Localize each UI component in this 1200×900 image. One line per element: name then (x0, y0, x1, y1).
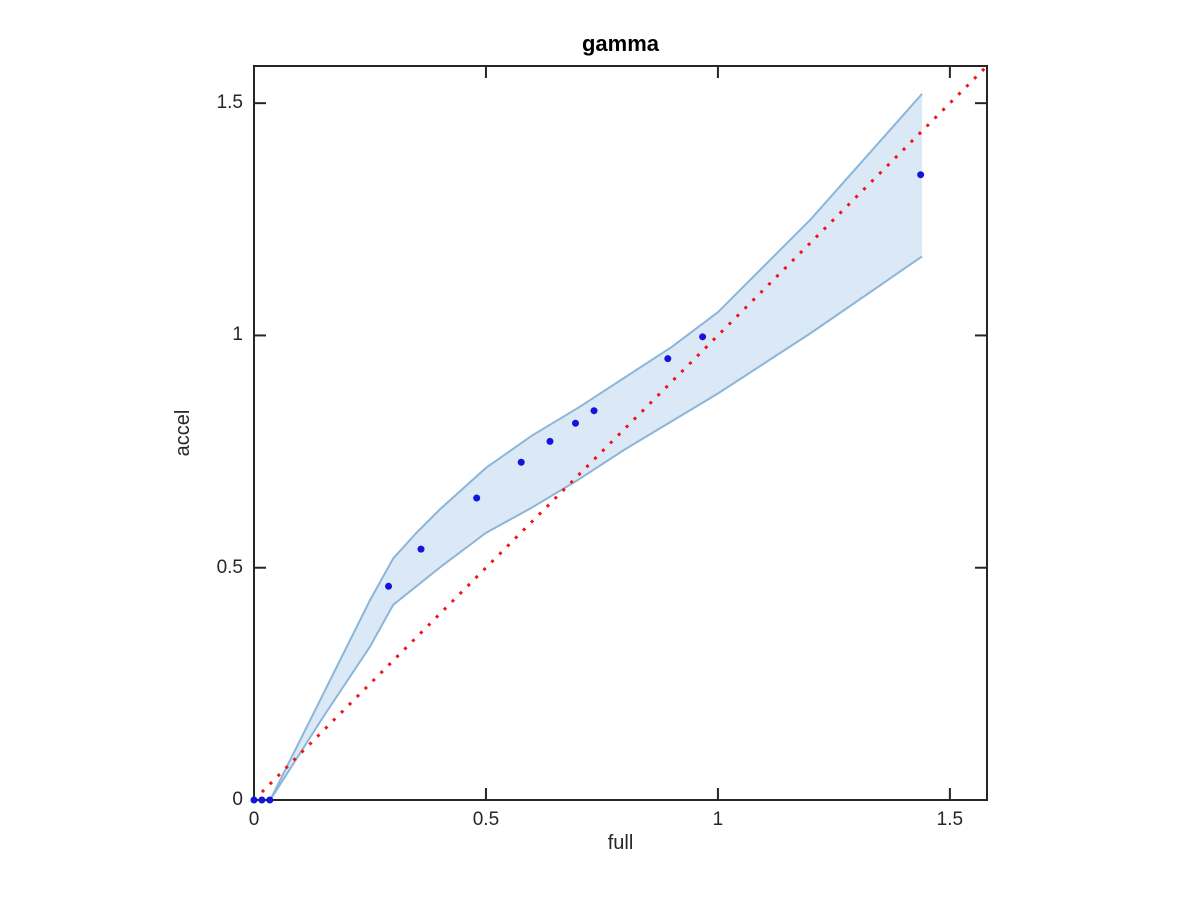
data-point (917, 171, 925, 179)
data-point (590, 407, 598, 415)
x-tick-label: 0 (248, 809, 260, 830)
data-point (517, 458, 525, 466)
chart-title: gamma (581, 31, 660, 56)
y-axis-label: accel (172, 409, 194, 457)
x-tick-label: 1 (712, 809, 724, 830)
y-tick-label: 1 (232, 324, 243, 346)
reference-line (252, 64, 989, 802)
x-axis-label: full (607, 832, 634, 854)
x-tick-label: 1.5 (936, 809, 964, 830)
confidence-band-upper-edge (269, 93, 923, 801)
axes-box (253, 65, 988, 801)
data-point (417, 545, 425, 553)
y-tick-label: 1.5 (216, 92, 243, 114)
data-point (473, 494, 481, 502)
data-point (699, 333, 707, 341)
data-point (571, 419, 579, 427)
data-point (664, 355, 672, 363)
data-point (546, 437, 554, 445)
data-point (250, 796, 258, 804)
confidence-band-lower-edge (269, 255, 923, 801)
y-tick-label: 0.5 (216, 556, 243, 578)
data-point (266, 796, 274, 804)
data-point (258, 796, 266, 804)
confidence-band-fill (270, 93, 923, 801)
x-tick-label: 0.5 (472, 809, 500, 830)
data-point (385, 582, 393, 590)
y-tick-label: 0 (232, 789, 243, 810)
